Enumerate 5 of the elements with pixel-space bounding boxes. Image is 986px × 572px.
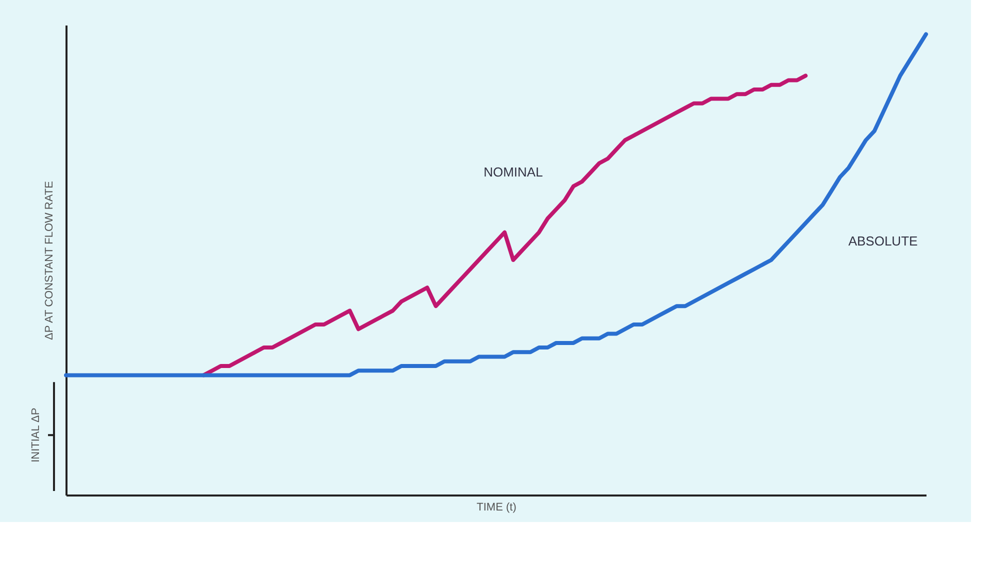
text: ABSOLUTE: [848, 234, 918, 249]
y-axis-title: ΔP AT CONSTANT FLOW RATE: [44, 181, 56, 340]
text: INITIAL ΔP: [30, 408, 42, 462]
text: NOMINAL: [484, 164, 543, 180]
x-axis-title: TIME (t): [476, 502, 516, 514]
